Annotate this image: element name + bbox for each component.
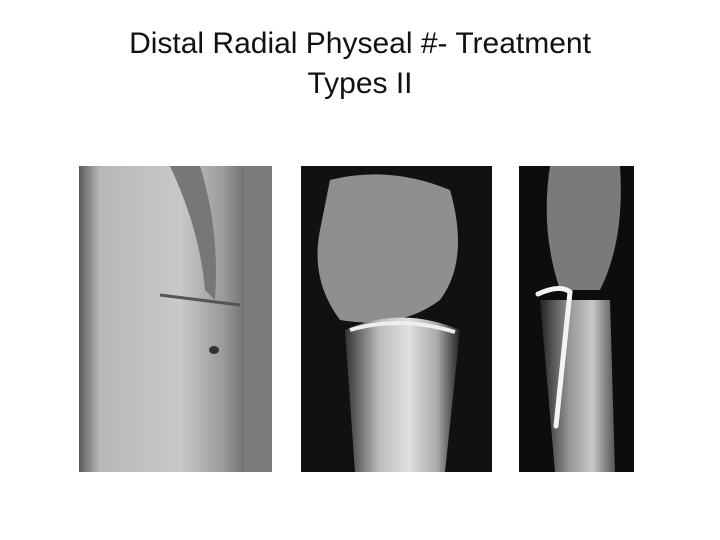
slide-title: Distal Radial Physeal #- Treatment Types… — [40, 24, 680, 104]
title-line: Distal Radial Physeal #- Treatment — [129, 27, 591, 60]
xray-wrist-ap — [301, 166, 492, 472]
photo-wrist — [79, 166, 272, 472]
title-line: Types II — [307, 67, 413, 100]
xray-wrist-lateral — [519, 166, 634, 472]
